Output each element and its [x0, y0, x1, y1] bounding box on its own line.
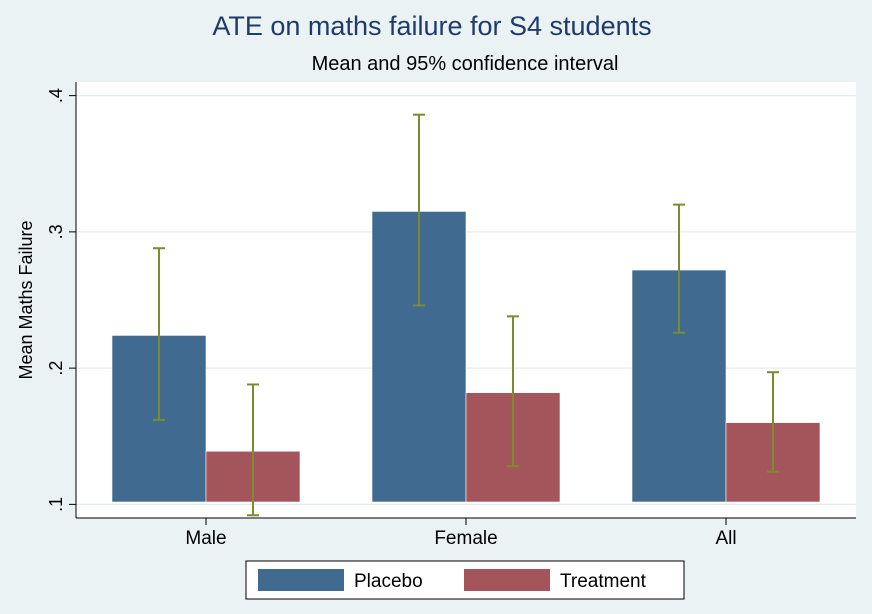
category-label: Male [185, 528, 226, 549]
legend-label-placebo: Placebo [354, 571, 423, 592]
y-tick-label: .4 [46, 88, 66, 103]
legend-swatch-placebo [258, 569, 344, 591]
category-labels: Male Female All [185, 518, 737, 549]
y-tick-label: .3 [46, 224, 66, 239]
chart-subtitle: Mean and 95% confidence interval [312, 53, 619, 75]
error-bars [153, 113, 779, 517]
legend-swatch-treatment [464, 569, 550, 591]
legend: Placebo Treatment [245, 560, 685, 600]
y-tick-label: .2 [46, 361, 66, 376]
category-label: Female [434, 528, 497, 549]
legend-label-treatment: Treatment [560, 571, 647, 592]
chart-title: ATE on maths failure for S4 students [212, 11, 651, 41]
y-ticks: .1 .2 .3 .4 [46, 88, 76, 512]
y-tick-label: .1 [46, 497, 66, 512]
y-axis-label: Mean Maths Failure [16, 220, 36, 379]
category-label: All [715, 528, 736, 549]
